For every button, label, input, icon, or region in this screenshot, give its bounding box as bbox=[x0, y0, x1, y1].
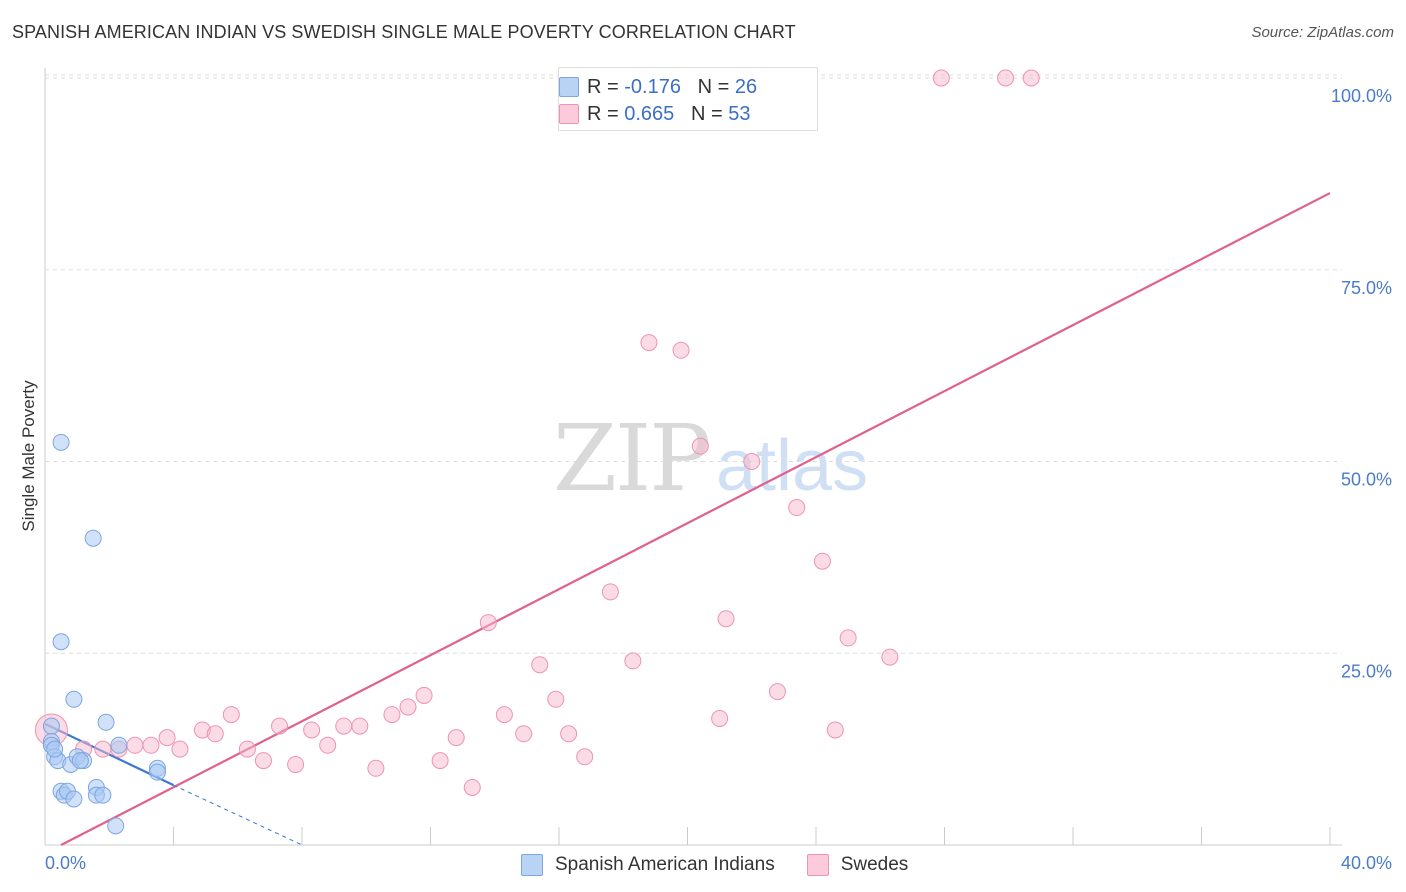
data-point-swedes bbox=[717, 610, 735, 628]
data-point-swedes bbox=[881, 648, 899, 666]
data-point-swedes bbox=[768, 683, 786, 701]
chart-title: SPANISH AMERICAN INDIAN VS SWEDISH SINGL… bbox=[12, 22, 796, 42]
r-label: R = bbox=[587, 75, 625, 98]
data-point-swedes bbox=[601, 583, 619, 601]
data-point-spanish-american-indians bbox=[65, 790, 83, 808]
data-point-swedes bbox=[254, 752, 272, 770]
data-point-spanish-american-indians bbox=[110, 736, 128, 754]
r-label: R = bbox=[587, 102, 625, 125]
legend-swatch-pink bbox=[806, 854, 829, 876]
data-point-swedes bbox=[287, 755, 305, 773]
data-point-spanish-american-indians bbox=[52, 633, 70, 651]
data-point-swedes bbox=[1022, 69, 1040, 87]
y-axis-label: Single Male Poverty bbox=[19, 380, 38, 532]
data-point-swedes bbox=[158, 729, 176, 747]
data-point-swedes bbox=[932, 69, 950, 87]
trend-line-swedes bbox=[60, 192, 1331, 846]
data-point-swedes bbox=[399, 698, 417, 716]
data-point-swedes bbox=[351, 717, 369, 735]
data-point-swedes bbox=[367, 759, 385, 777]
data-point-swedes bbox=[319, 736, 337, 754]
r-value: 0.665 bbox=[624, 102, 675, 125]
y-tick-label: 50.0% bbox=[1341, 470, 1392, 490]
tick-labels: 25.0% 50.0% 75.0% 100.0% 0.0% 40.0% bbox=[45, 86, 1392, 873]
series-swedes bbox=[34, 69, 1040, 796]
data-point-swedes bbox=[531, 656, 549, 674]
n-label: N = bbox=[697, 75, 735, 98]
data-point-swedes bbox=[826, 721, 844, 739]
legend-swatch-blue bbox=[559, 77, 579, 97]
y-tick-label: 75.0% bbox=[1341, 278, 1392, 298]
series-spanish-american-indians bbox=[42, 433, 166, 835]
watermark-zip: ZIP bbox=[553, 405, 709, 512]
data-point-spanish-american-indians bbox=[107, 817, 125, 835]
data-point-spanish-american-indians bbox=[65, 690, 83, 708]
source-label: Source: ZipAtlas.com bbox=[1251, 24, 1394, 41]
data-point-swedes bbox=[222, 706, 240, 724]
data-point-swedes bbox=[447, 729, 465, 747]
data-point-swedes bbox=[431, 752, 449, 770]
data-point-spanish-american-indians bbox=[94, 786, 112, 804]
data-point-swedes bbox=[997, 69, 1015, 87]
data-point-swedes bbox=[142, 736, 160, 754]
legend-label: Swedes bbox=[840, 854, 909, 875]
data-point-swedes bbox=[711, 709, 729, 727]
data-point-swedes bbox=[576, 748, 594, 766]
legend-label: Spanish American Indians bbox=[555, 854, 775, 875]
data-point-spanish-american-indians bbox=[42, 717, 60, 735]
y-tick-label: 25.0% bbox=[1341, 661, 1392, 681]
r-value: -0.176 bbox=[624, 75, 681, 98]
x-tick-label-min: 0.0% bbox=[45, 853, 86, 873]
data-point-swedes bbox=[495, 706, 513, 724]
stats-row-pink: R = 0.665 N = 53 bbox=[559, 101, 751, 127]
stats-row-blue: R = -0.176 N = 26 bbox=[559, 74, 758, 100]
data-point-swedes bbox=[672, 341, 690, 359]
data-point-swedes bbox=[839, 629, 857, 647]
data-point-swedes bbox=[515, 725, 533, 743]
n-value: 26 bbox=[734, 75, 758, 98]
data-point-spanish-american-indians bbox=[71, 752, 89, 770]
data-point-swedes bbox=[415, 686, 433, 704]
data-point-swedes bbox=[206, 725, 224, 743]
data-point-spanish-american-indians bbox=[46, 740, 64, 758]
data-point-spanish-american-indians bbox=[84, 529, 102, 547]
watermark-atlas: atlas bbox=[716, 426, 868, 506]
data-point-swedes bbox=[743, 453, 761, 470]
data-point-swedes bbox=[560, 725, 578, 743]
trend-line-spanish-extension bbox=[173, 784, 303, 846]
data-point-swedes bbox=[547, 690, 565, 708]
n-label: N = bbox=[690, 102, 729, 125]
watermark: ZIP atlas bbox=[553, 405, 868, 512]
data-point-swedes bbox=[788, 499, 806, 517]
stats-legend: R = -0.176 N = 26 R = 0.665 N = 53 bbox=[558, 67, 818, 131]
trend-lines bbox=[44, 192, 1331, 846]
data-point-swedes bbox=[479, 614, 497, 632]
data-point-swedes bbox=[640, 334, 658, 352]
series-legend: Spanish American Indians Swedes bbox=[521, 852, 940, 878]
data-point-swedes bbox=[691, 437, 709, 455]
data-point-spanish-american-indians bbox=[52, 433, 70, 451]
data-point-spanish-american-indians bbox=[97, 713, 115, 731]
data-point-swedes bbox=[94, 740, 112, 758]
data-point-swedes bbox=[624, 652, 642, 670]
data-point-swedes bbox=[335, 717, 353, 735]
data-point-swedes bbox=[303, 721, 321, 739]
legend-item-spanish-american-indians[interactable]: Spanish American Indians bbox=[521, 854, 775, 876]
y-tick-label: 100.0% bbox=[1331, 86, 1392, 106]
data-point-swedes bbox=[271, 717, 289, 735]
legend-swatch-pink bbox=[559, 104, 579, 124]
legend-item-swedes[interactable]: Swedes bbox=[806, 854, 909, 876]
data-point-swedes bbox=[238, 740, 256, 758]
gridlines bbox=[45, 74, 1342, 654]
n-value: 53 bbox=[728, 102, 751, 125]
x-tick-label-max: 40.0% bbox=[1341, 853, 1392, 873]
data-point-swedes bbox=[171, 740, 189, 758]
data-point-swedes bbox=[126, 736, 144, 754]
legend-swatch-blue bbox=[521, 854, 543, 876]
data-point-spanish-american-indians bbox=[148, 763, 166, 781]
data-point-swedes bbox=[813, 552, 831, 570]
data-point-swedes bbox=[383, 706, 401, 724]
data-point-swedes bbox=[463, 778, 481, 796]
